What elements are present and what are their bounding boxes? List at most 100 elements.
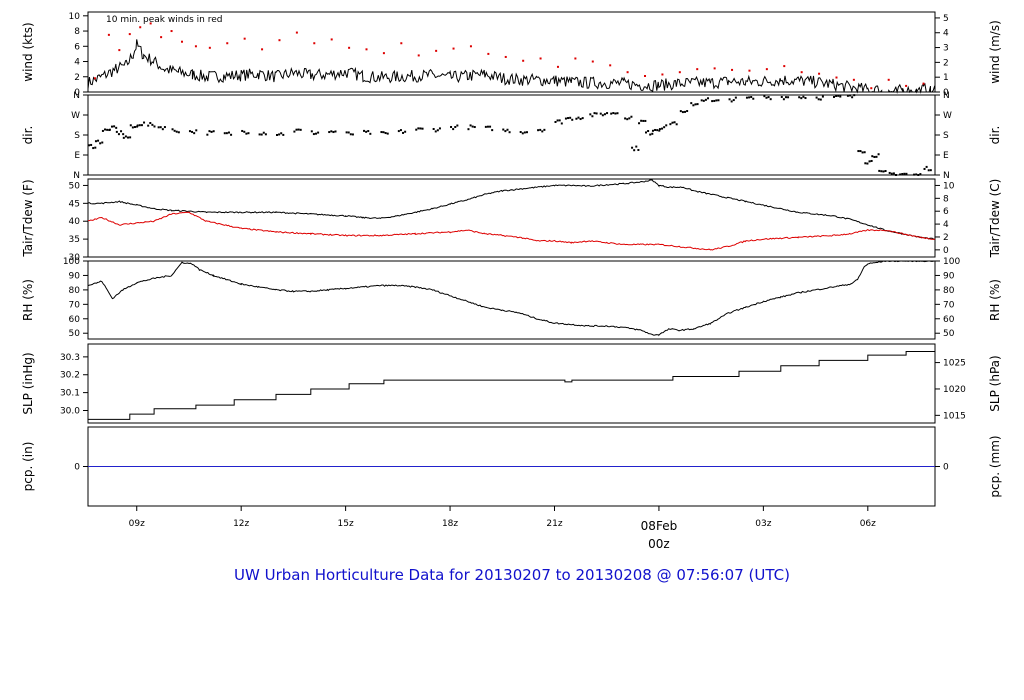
- wind-right-ytick-label: 5: [943, 14, 949, 24]
- direction-dir-point: [127, 136, 130, 139]
- wind-ytick-label: 8: [74, 27, 80, 37]
- wind-right-ytick-label: 2: [943, 58, 949, 68]
- direction-dir-point: [603, 113, 606, 116]
- direction-dir-point: [295, 128, 298, 131]
- direction-dir-point: [258, 133, 261, 136]
- direction-dir-point: [798, 96, 801, 99]
- direction-dir-point: [802, 95, 805, 98]
- temperature-right-ytick-label: 2: [943, 233, 949, 243]
- direction-dir-point: [715, 99, 718, 102]
- direction-dir-point: [328, 131, 331, 134]
- direction-dir-point: [402, 131, 405, 134]
- wind-peak-point: [765, 68, 768, 71]
- x-tick-label: 18z: [442, 519, 458, 529]
- direction-dir-point: [635, 145, 638, 148]
- x-tick-label: 12z: [233, 519, 249, 529]
- direction-dir-point: [415, 128, 418, 131]
- direction-dir-point: [225, 132, 228, 135]
- direction-dir-point: [491, 129, 494, 132]
- direction-dir-point: [456, 124, 459, 127]
- wind-peak-point: [330, 38, 333, 41]
- direction-dir-point: [241, 129, 244, 132]
- direction-dir-point: [616, 112, 619, 115]
- direction-dir-point: [161, 128, 164, 131]
- direction-dir-point: [508, 131, 511, 134]
- direction-dir-point: [835, 94, 838, 97]
- direction-dir-point: [732, 99, 735, 102]
- direction-dir-point: [502, 128, 505, 131]
- direction-dir-point: [888, 171, 891, 174]
- direction-dir-point: [90, 143, 93, 146]
- direction-dir-point: [915, 173, 918, 176]
- direction-dir-point: [260, 133, 263, 136]
- wind-ytick-label: 2: [74, 73, 80, 83]
- direction-dir-point: [859, 150, 862, 153]
- wind-ytick-label: 0: [74, 88, 80, 98]
- direction-dir-point: [417, 127, 420, 130]
- pressure-ylabel: SLP (inHg): [21, 352, 35, 414]
- temperature-right-ytick-label: 4: [943, 220, 949, 230]
- direction-dir-point: [919, 173, 922, 176]
- wind-peak-point: [107, 33, 110, 36]
- direction-dir-point: [438, 127, 441, 130]
- temperature-panel-frame: [87, 178, 936, 258]
- direction-ytick-label: N: [73, 91, 80, 101]
- direction-dir-point: [589, 113, 592, 116]
- direction-dir-point: [884, 169, 887, 172]
- direction-dir-point: [560, 122, 563, 125]
- direction-dir-point: [846, 94, 849, 97]
- wind-right-ytick-label: 4: [943, 29, 949, 39]
- direction-dir-point: [832, 95, 835, 98]
- direction-dir-point: [473, 126, 476, 129]
- wind-peak-point: [556, 65, 559, 68]
- humidity-right-ytick-label: 100: [943, 257, 960, 267]
- pressure-slp-line: [88, 349, 936, 420]
- wind-peak-point: [118, 49, 121, 52]
- direction-dir-point: [593, 112, 596, 115]
- temperature-dew-line: [88, 211, 936, 251]
- wind-peak-point: [128, 33, 131, 36]
- wind-peak-point: [800, 71, 803, 74]
- direction-right-ytick-label: N: [943, 171, 950, 181]
- wind-peak-point: [539, 57, 542, 60]
- direction-dir-point: [899, 173, 902, 176]
- precip-ytick-label: 0: [74, 463, 80, 473]
- wind-right-ytick-label: 0: [943, 88, 949, 98]
- direction-dir-point: [227, 131, 230, 134]
- x-tick-label: 15z: [338, 519, 354, 529]
- direction-dir-point: [380, 131, 383, 134]
- direction-dir-point: [404, 130, 407, 133]
- direction-dir-point: [262, 131, 265, 134]
- wind-peak-point: [870, 87, 873, 90]
- direction-dir-point: [106, 128, 109, 131]
- direction-dir-point: [614, 112, 617, 115]
- direction-dir-point: [923, 167, 926, 170]
- wind-peak-point: [487, 52, 490, 55]
- direction-right-ytick-label: N: [943, 91, 950, 101]
- direction-dir-point: [88, 144, 90, 147]
- direction-dir-point: [131, 126, 134, 129]
- direction-dir-point: [658, 129, 661, 132]
- direction-ytick-label: W: [71, 111, 80, 121]
- direction-dir-point: [575, 117, 578, 120]
- direction-dir-point: [97, 139, 100, 142]
- direction-dir-point: [230, 133, 233, 136]
- x-tick-sublabel: 00z: [648, 537, 670, 551]
- direction-dir-point: [223, 132, 226, 135]
- direction-dir-point: [94, 146, 97, 149]
- direction-dir-point: [365, 130, 368, 133]
- direction-dir-point: [661, 127, 664, 130]
- direction-dir-point: [917, 173, 920, 176]
- direction-dir-point: [601, 114, 604, 117]
- direction-dir-point: [628, 117, 631, 120]
- direction-dir-point: [163, 126, 166, 129]
- direction-dir-point: [140, 124, 143, 127]
- direction-dir-point: [506, 128, 509, 131]
- direction-dir-point: [654, 128, 657, 131]
- direction-dir-point: [452, 128, 455, 131]
- direction-dir-point: [649, 133, 652, 136]
- direction-dir-point: [330, 130, 333, 133]
- temperature-air-line: [87, 178, 936, 240]
- wind-peak-point: [180, 40, 183, 43]
